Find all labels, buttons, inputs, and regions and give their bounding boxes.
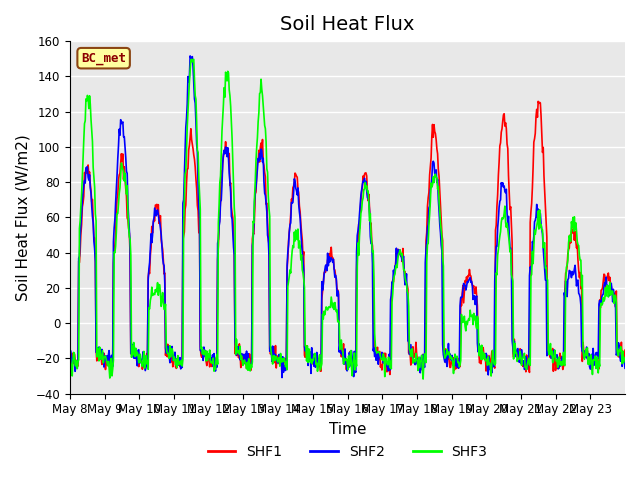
SHF3 [188,57,195,62]
SHF3 [131,354,139,360]
SHF2 [262,192,269,198]
SHF2 [621,365,629,371]
SHF2 [278,375,286,381]
SHF2 [406,347,414,352]
SHF1 [131,352,139,358]
Text: BC_met: BC_met [81,52,126,65]
SHF3 [262,126,269,132]
SHF1 [66,354,74,360]
SHF2 [234,344,242,349]
SHF1 [406,351,413,357]
SHF2 [437,242,445,248]
SHF3 [406,346,413,352]
SHF1 [436,203,444,209]
Title: Soil Heat Flux: Soil Heat Flux [280,15,415,34]
Line: SHF2: SHF2 [70,56,625,378]
SHF3 [437,228,445,234]
SHF2 [284,263,291,268]
Y-axis label: Soil Heat Flux (W/m2): Soil Heat Flux (W/m2) [15,134,30,301]
Line: SHF3: SHF3 [70,60,625,379]
SHF1 [282,356,289,362]
SHF1 [261,169,269,175]
SHF1 [534,98,542,104]
SHF1 [234,348,241,354]
X-axis label: Time: Time [329,422,366,437]
SHF3 [66,353,74,359]
SHF1 [621,347,629,353]
SHF3 [234,349,242,355]
SHF2 [131,356,139,361]
Line: SHF1: SHF1 [70,101,625,374]
Legend: SHF1, SHF2, SHF3: SHF1, SHF2, SHF3 [202,439,493,464]
SHF3 [419,376,427,382]
SHF3 [282,359,290,364]
SHF2 [66,360,74,366]
SHF3 [621,355,629,360]
SHF1 [386,372,394,377]
SHF2 [186,53,194,59]
